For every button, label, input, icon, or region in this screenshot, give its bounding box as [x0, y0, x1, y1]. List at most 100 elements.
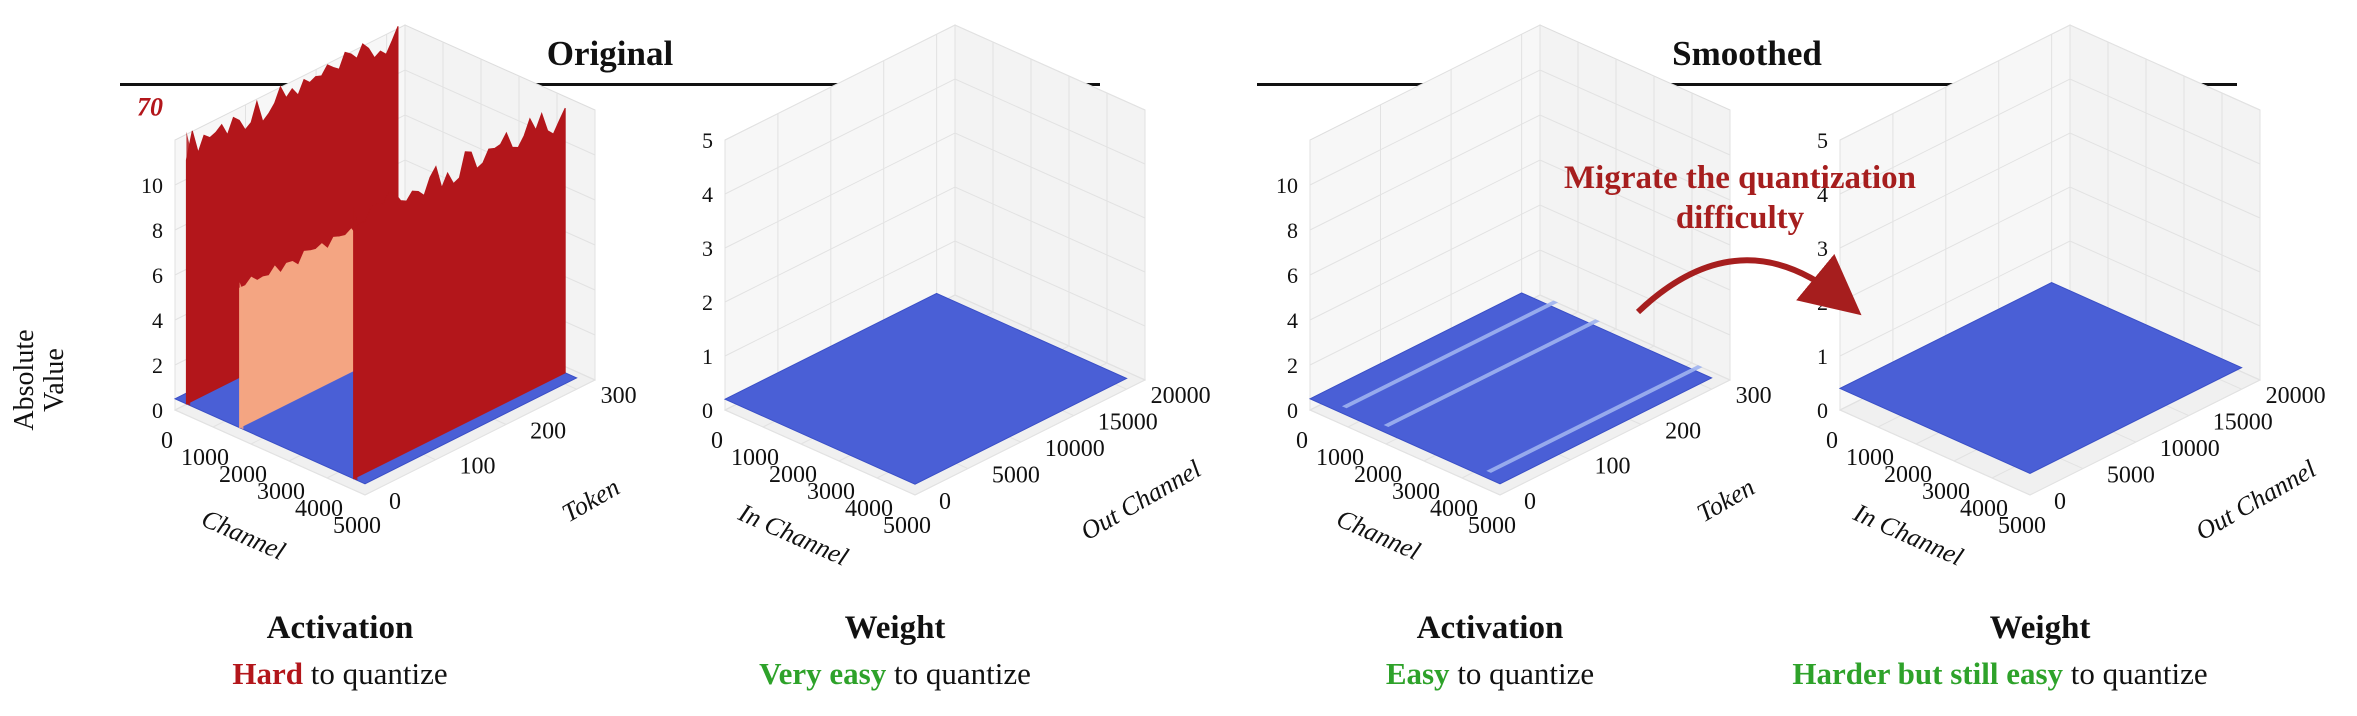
y-tick-label: 300: [601, 383, 637, 409]
x-tick-label: 2000: [1354, 462, 1402, 488]
x-tick-label: 5000: [1468, 513, 1516, 539]
z-axis-title-line2: Value: [39, 348, 70, 412]
gridline-z: [724, 24, 1146, 141]
section-title-original: Original: [546, 34, 674, 73]
chart-svg-smoothed-activation: 01000200030004000500001002003000246810Ch…: [1276, 24, 1772, 566]
chart-original-activation: 0 1000 2000 3000 4000 5000 0 100 200 300 0 2 4 6 8 10 70…: [100, 24, 660, 610]
y-axis-title: Out Channel: [2191, 454, 2321, 546]
ridge-light-2: [1486, 365, 1703, 473]
outlier-face-1: [239, 282, 244, 430]
z-tick-label: 0: [702, 398, 713, 423]
z-tick-label: 4: [152, 308, 163, 333]
surface-base: [1308, 292, 1713, 485]
z-tick-label: 4: [1287, 308, 1298, 333]
chart-original-weight: 0 1000 2000 3000 4000 5000 0 5000 10000 15000 2000…: [650, 24, 1211, 610]
x-axis-title: Channel: [1332, 504, 1424, 566]
migrate-annotation: Migrate the quantization difficulty: [1520, 158, 1960, 238]
z-break-label: 70: [137, 93, 163, 122]
x-tick-label: 4000: [1430, 496, 1478, 522]
caption-highlight-3: Harder but still easy: [1792, 656, 2064, 691]
ridge-light-0: [1341, 300, 1559, 409]
z-tick-label: 1: [1817, 344, 1828, 369]
y-tick-label: 0: [2054, 489, 2066, 515]
chart-svg-original-weight: 0100020003000400050000500010000150002000…: [702, 24, 1211, 572]
caption-sub-0: Hard to quantize: [60, 656, 620, 692]
migrate-line2: difficulty: [1675, 200, 1805, 236]
z-tick-label: 6: [1287, 263, 1298, 288]
y-axis-title: Out Channel: [1076, 454, 1206, 546]
y-axis-title: Token: [557, 472, 624, 528]
z-tick-label: 3: [1817, 236, 1828, 261]
y-tick-label: 0: [389, 489, 401, 515]
caption-rest-3: to quantize: [2063, 656, 2208, 691]
y-tick-label: 10000: [1045, 436, 1105, 462]
z-tick-label: 4: [702, 182, 713, 207]
outlier-face-2: [353, 206, 358, 481]
x-tick-label: 5000: [1998, 513, 2046, 539]
x-tick-label: 2000: [769, 462, 817, 488]
x-tick-label: 3000: [1922, 479, 1970, 505]
x-tick-label: 1000: [181, 445, 229, 471]
x-axis-title: In Channel: [734, 497, 853, 571]
x-axis-title: Channel: [197, 504, 289, 566]
x-tick-label: 1000: [731, 445, 779, 471]
z-tick-label: 0: [152, 398, 163, 423]
y-tick-label: 20000: [1151, 383, 1211, 409]
z-tick-label: 5: [702, 128, 713, 153]
z-tick-label: 3: [702, 236, 713, 261]
z-tick-label: 5: [1817, 128, 1828, 153]
z-tick-label: 6: [152, 263, 163, 288]
x-tick-label: 0: [161, 428, 173, 454]
z-tick-label: 2: [1287, 353, 1298, 378]
caption-title-2: Activation: [1416, 610, 1564, 646]
y-tick-label: 200: [1665, 418, 1701, 444]
x-tick-label: 1000: [1846, 445, 1894, 471]
gridline-z: [1309, 159, 1731, 276]
x-tick-label: 2000: [1884, 462, 1932, 488]
x-tick-label: 4000: [845, 496, 893, 522]
chart-svg-original-activation: 0100020003000400050000100200300024681070…: [137, 24, 637, 566]
z-tick-label: 1: [702, 344, 713, 369]
outlier-face-0: [186, 131, 191, 406]
caption-rest-0: to quantize: [303, 656, 448, 691]
x-tick-label: 5000: [883, 513, 931, 539]
z-tick-label: 0: [1817, 398, 1828, 423]
gridline-z: [1309, 69, 1731, 186]
caption-rest-1: to quantize: [886, 656, 1031, 691]
z-tick-label: 2: [152, 353, 163, 378]
x-tick-label: 1000: [1316, 445, 1364, 471]
gridline-z: [724, 240, 1146, 357]
migrate-line1: Migrate the quantization: [1564, 160, 1916, 196]
y-axis-title: Token: [1692, 472, 1759, 528]
y-tick-label: 20000: [2266, 383, 2326, 409]
caption-sub-1: Very easy to quantize: [615, 656, 1175, 692]
z-axis-title-line1: Absolute: [9, 329, 40, 431]
x-tick-label: 4000: [295, 496, 343, 522]
y-tick-label: 300: [1736, 383, 1772, 409]
y-tick-label: 200: [530, 418, 566, 444]
x-tick-label: 4000: [1960, 496, 2008, 522]
chart-svg-smoothed-weight: 0100020003000400050000500010000150002000…: [1817, 24, 2326, 572]
chart-smoothed-activation: 0 1000 2000 3000 4000 5000 0 100 200 300 0 2 4 6 8 10 Ch…: [1235, 24, 1795, 610]
x-tick-label: 0: [1826, 428, 1838, 454]
z-tick-label: 2: [702, 290, 713, 315]
caption-highlight-0: Hard: [232, 656, 303, 691]
y-tick-label: 15000: [2213, 410, 2273, 436]
y-tick-label: 100: [460, 454, 496, 480]
z-axis-title: Absolute Value: [9, 320, 70, 440]
caption-highlight-1: Very easy: [759, 656, 887, 691]
caption-title-1: Weight: [844, 610, 946, 646]
x-tick-label: 0: [1296, 428, 1308, 454]
caption-title-3: Weight: [1989, 610, 2091, 646]
x-tick-label: 2000: [219, 462, 267, 488]
gridline-z: [1839, 240, 2261, 357]
gridline-z: [724, 78, 1146, 195]
caption-title-0: Activation: [266, 610, 414, 646]
gridline-z: [1839, 24, 2261, 141]
x-tick-label: 5000: [333, 513, 381, 539]
y-tick-label: 10000: [2160, 436, 2220, 462]
y-tick-label: 0: [1524, 489, 1536, 515]
section-rule-original: [120, 83, 1100, 86]
caption-rest-2: to quantize: [1449, 656, 1595, 691]
y-tick-label: 15000: [1098, 410, 1158, 436]
